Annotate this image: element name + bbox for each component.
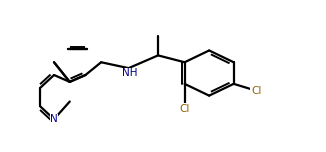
Text: N: N: [50, 114, 58, 124]
Text: Cl: Cl: [179, 104, 190, 114]
Text: Cl: Cl: [251, 86, 261, 96]
Text: NH: NH: [122, 68, 137, 78]
